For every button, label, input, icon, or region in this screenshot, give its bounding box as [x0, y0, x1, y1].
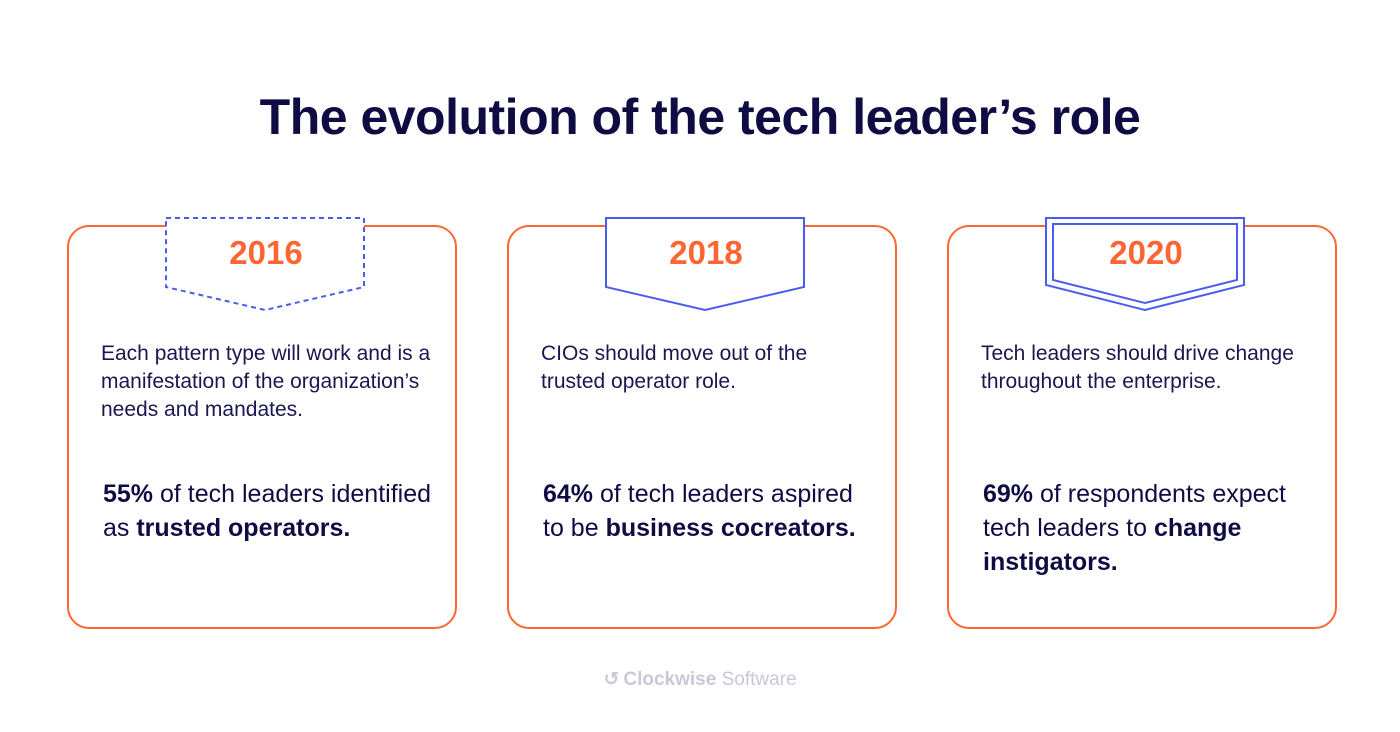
clockwise-logo-icon: ↺	[603, 669, 620, 690]
brand-logo: ↺ Clockwise Software	[0, 668, 1400, 691]
year-badge: 2018	[605, 217, 807, 313]
card-description: Each pattern type will work and is a man…	[101, 342, 431, 421]
stat-percent: 69%	[983, 480, 1034, 508]
year-label: 2020	[1109, 234, 1183, 271]
badge-outline-double	[1045, 217, 1245, 312]
card-description: CIOs should move out of the trusted oper…	[541, 342, 808, 393]
stat-text: of respondents expect tech leaders to	[983, 480, 1286, 542]
card-2016: 2016 Each pattern type will work and is …	[67, 217, 457, 629]
card-stat: 64% of tech leaders aspired to be busine…	[543, 477, 873, 545]
stat-role: business cocreators.	[605, 514, 856, 542]
stat-percent: 64%	[543, 480, 594, 508]
stat-role: change instigators.	[983, 514, 1242, 576]
year-label: 2016	[229, 234, 303, 271]
card-2018: 2018 CIOs should move out of the trusted…	[507, 217, 897, 629]
card-stat: 55% of tech leaders identified as truste…	[103, 477, 433, 545]
year-badge: 2020	[1045, 217, 1247, 313]
stat-text: of tech leaders aspired to be	[543, 480, 853, 542]
logo-light: Software	[721, 669, 797, 690]
stat-text: of tech leaders identified as	[103, 480, 432, 542]
stat-role: trusted operators.	[136, 514, 351, 542]
year-label: 2018	[669, 234, 743, 271]
stat-percent: 55%	[103, 480, 154, 508]
badge-outline-solid	[605, 217, 805, 312]
card-2020: 2020 Tech leaders should drive change th…	[947, 217, 1337, 629]
badge-outline-dashed	[165, 217, 365, 312]
card-stat: 69% of respondents expect tech leaders t…	[983, 477, 1313, 579]
year-badge: 2016	[165, 217, 367, 313]
page-title: The evolution of the tech leader’s role	[259, 89, 1141, 145]
card-description: Tech leaders should drive change through…	[981, 342, 1294, 393]
logo-bold: Clockwise	[623, 669, 717, 690]
